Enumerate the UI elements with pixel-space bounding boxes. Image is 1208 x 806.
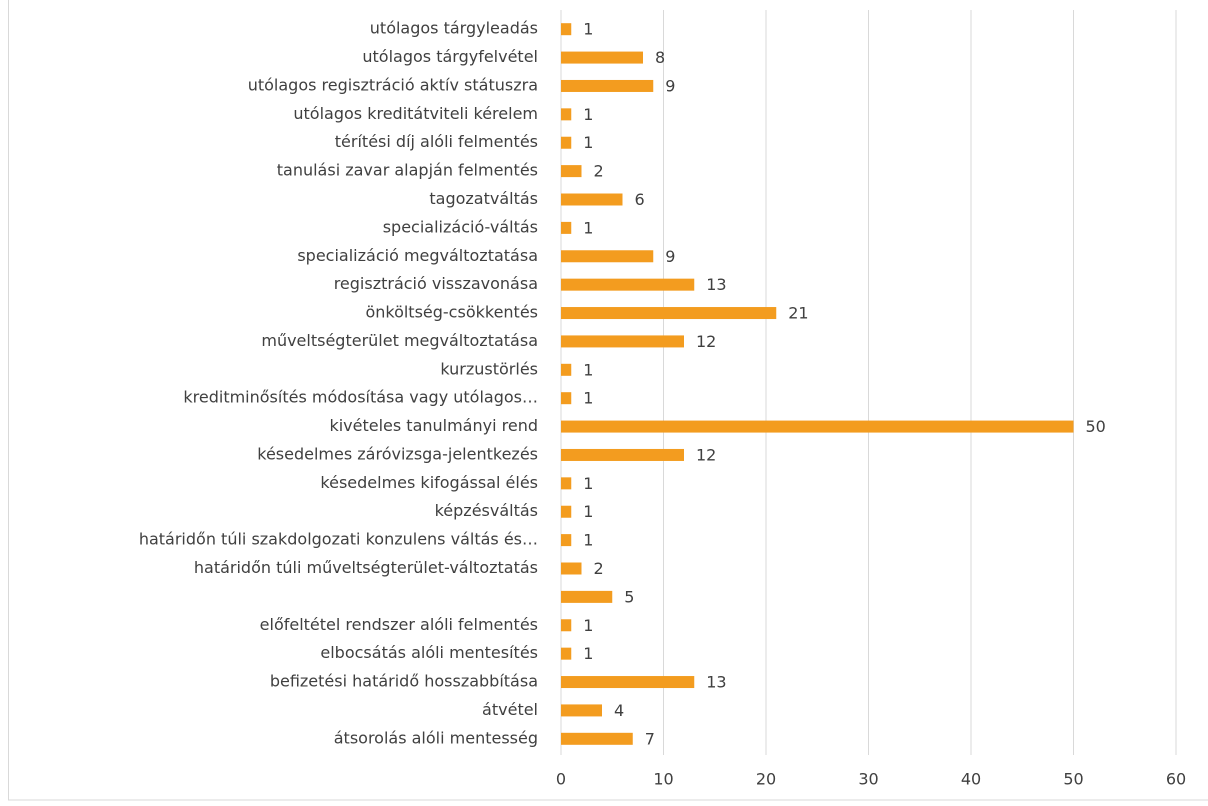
bar <box>561 505 572 518</box>
x-tick-label: 0 <box>556 770 566 789</box>
y-tick-label: specializáció megváltoztatása <box>297 246 538 265</box>
bar <box>561 278 695 291</box>
x-tick-label: 50 <box>1063 770 1083 789</box>
value-label: 4 <box>614 701 624 720</box>
y-tick-label: átsorolás alóli mentesség <box>334 728 538 747</box>
bar <box>561 335 684 348</box>
y-tick-label: átvétel <box>482 700 538 719</box>
value-label: 1 <box>583 389 593 408</box>
bar <box>561 590 613 603</box>
value-label: 50 <box>1086 417 1106 436</box>
value-label: 1 <box>583 105 593 124</box>
bar <box>561 363 572 376</box>
bar <box>561 704 602 717</box>
value-label: 12 <box>696 332 716 351</box>
value-label: 1 <box>583 474 593 493</box>
value-label: 1 <box>583 644 593 663</box>
value-label: 7 <box>645 729 655 748</box>
bar <box>561 619 572 632</box>
bar <box>561 221 572 234</box>
value-label: 2 <box>594 559 604 578</box>
bar <box>561 647 572 660</box>
y-tick-label: képzésváltás <box>435 501 538 520</box>
value-label: 1 <box>583 502 593 521</box>
x-tick-label: 40 <box>961 770 981 789</box>
bar <box>561 79 654 92</box>
bar <box>561 420 1074 433</box>
y-tick-label: kivételes tanulmányi rend <box>329 416 538 435</box>
y-tick-label: kurzustörlés <box>440 359 538 378</box>
value-label: 9 <box>665 247 675 266</box>
value-label: 12 <box>696 445 716 464</box>
y-tick-label: térítési díj alóli felmentés <box>335 132 538 151</box>
x-tick-label: 10 <box>653 770 673 789</box>
value-label: 13 <box>706 673 726 692</box>
value-label: 1 <box>583 360 593 379</box>
value-label: 9 <box>665 76 675 95</box>
y-tick-label: tanulási zavar alapján felmentés <box>277 161 538 180</box>
bar <box>561 392 572 405</box>
value-label: 6 <box>635 190 645 209</box>
bar <box>561 676 695 689</box>
value-label: 1 <box>583 133 593 152</box>
value-label: 1 <box>583 616 593 635</box>
bar <box>561 165 582 178</box>
x-tick-label: 30 <box>858 770 878 789</box>
y-tick-label: elbocsátás alóli mentesítés <box>320 643 538 662</box>
bar <box>561 250 654 263</box>
y-tick-label: regisztráció visszavonása <box>334 274 538 293</box>
value-label: 1 <box>583 218 593 237</box>
y-tick-label: határidőn túli szakdolgozati konzulens v… <box>139 530 538 549</box>
bar <box>561 534 572 547</box>
value-label: 5 <box>624 587 634 606</box>
value-label: 13 <box>706 275 726 294</box>
value-label: 2 <box>594 162 604 181</box>
x-tick-label: 60 <box>1166 770 1186 789</box>
bar <box>561 562 582 575</box>
x-tick-label: 20 <box>756 770 776 789</box>
value-label: 8 <box>655 48 665 67</box>
y-tick-label: tagozatváltás <box>429 189 538 208</box>
value-label: 1 <box>583 20 593 39</box>
bar <box>561 477 572 490</box>
y-tick-label: utólagos kreditátviteli kérelem <box>293 104 538 123</box>
y-tick-label: előfeltétel rendszer alóli felmentés <box>260 615 538 634</box>
value-label: 21 <box>788 304 808 323</box>
y-tick-label: műveltségterület megváltoztatása <box>261 331 538 350</box>
value-label: 1 <box>583 531 593 550</box>
y-tick-label: kreditminősítés módosítása vagy utólagos… <box>183 388 538 407</box>
y-tick-label: utólagos tárgyleadás <box>370 19 538 38</box>
bar <box>561 732 633 745</box>
bar <box>561 51 643 64</box>
bar <box>561 136 572 149</box>
y-tick-label: önköltség-csökkentés <box>365 303 538 322</box>
y-tick-label: specializáció-váltás <box>383 217 538 236</box>
bar <box>561 448 684 461</box>
bar <box>561 108 572 121</box>
y-tick-label: késedelmes kifogással élés <box>320 473 538 492</box>
y-tick-label: késedelmes záróvizsga-jelentkezés <box>257 444 538 463</box>
bar <box>561 307 777 320</box>
bar <box>561 193 623 206</box>
chart-frame <box>8 0 1208 801</box>
y-tick-label: határidőn túli műveltségterület-változta… <box>194 558 538 577</box>
y-tick-label: utólagos regisztráció aktív státuszra <box>248 75 538 94</box>
y-tick-label: befizetési határidő hosszabbítása <box>270 672 538 691</box>
y-tick-label: utólagos tárgyfelvétel <box>362 47 538 66</box>
bar <box>561 23 572 36</box>
